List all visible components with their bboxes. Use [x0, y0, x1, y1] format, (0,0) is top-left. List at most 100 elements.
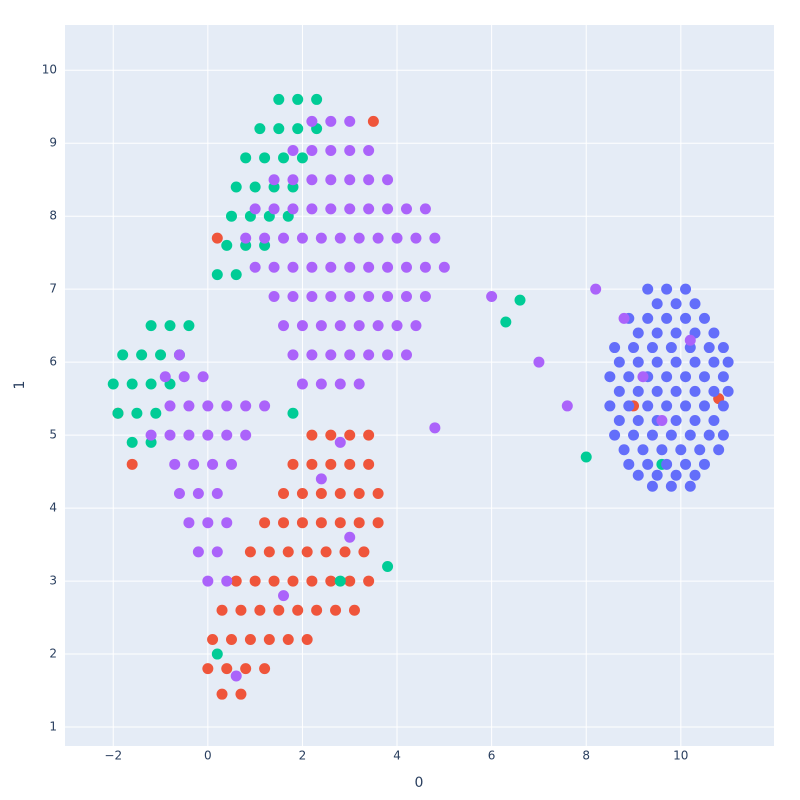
x-tick-label: 4	[393, 749, 401, 763]
point	[613, 356, 625, 368]
point	[670, 469, 682, 481]
point	[646, 429, 658, 441]
point	[391, 320, 403, 332]
point	[613, 415, 625, 427]
point	[292, 604, 304, 616]
point	[680, 458, 692, 470]
point	[126, 458, 138, 470]
point	[334, 488, 346, 500]
point	[632, 385, 644, 397]
point	[698, 400, 710, 412]
point	[249, 575, 261, 587]
point	[382, 174, 394, 186]
point	[689, 415, 701, 427]
point	[580, 451, 592, 463]
point	[363, 349, 375, 361]
point	[306, 575, 318, 587]
point	[292, 123, 304, 135]
point	[363, 458, 375, 470]
point	[698, 312, 710, 324]
point	[235, 604, 247, 616]
point	[292, 93, 304, 105]
point	[282, 546, 294, 558]
point	[670, 415, 682, 427]
point	[708, 356, 720, 368]
y-tick-label: 6	[49, 355, 57, 369]
point	[131, 407, 143, 419]
point	[651, 327, 663, 339]
point	[296, 232, 308, 244]
point	[400, 203, 412, 215]
point	[306, 203, 318, 215]
point	[353, 517, 365, 529]
point	[230, 181, 242, 193]
point	[661, 283, 673, 295]
x-tick-label: 6	[488, 749, 496, 763]
point	[330, 604, 342, 616]
point	[225, 458, 237, 470]
point	[211, 648, 223, 660]
point	[646, 342, 658, 354]
point	[632, 469, 644, 481]
point	[500, 316, 512, 328]
point	[259, 517, 271, 529]
point	[145, 429, 157, 441]
point	[334, 378, 346, 390]
point	[717, 400, 729, 412]
point	[296, 320, 308, 332]
point	[315, 473, 327, 485]
point	[400, 290, 412, 302]
point	[117, 349, 129, 361]
point	[230, 269, 242, 281]
point	[145, 378, 157, 390]
point	[197, 371, 209, 383]
point	[249, 181, 261, 193]
point	[334, 436, 346, 448]
point	[344, 575, 356, 587]
point	[410, 232, 422, 244]
point	[216, 688, 228, 700]
point	[391, 232, 403, 244]
point	[320, 546, 332, 558]
point	[202, 517, 214, 529]
point	[623, 371, 635, 383]
point	[306, 115, 318, 127]
point	[287, 174, 299, 186]
point	[382, 560, 394, 572]
point	[533, 356, 545, 368]
point	[353, 378, 365, 390]
point	[363, 429, 375, 441]
point	[675, 444, 687, 456]
point	[429, 232, 441, 244]
point	[311, 604, 323, 616]
x-axis-title: 0	[415, 775, 424, 791]
point	[632, 327, 644, 339]
point	[315, 320, 327, 332]
point	[244, 633, 256, 645]
point	[173, 488, 185, 500]
point	[717, 429, 729, 441]
point	[628, 342, 640, 354]
x-tick-label: 8	[582, 749, 590, 763]
point	[661, 312, 673, 324]
point	[325, 575, 337, 587]
grid	[65, 25, 774, 746]
point	[240, 152, 252, 164]
point	[249, 203, 261, 215]
point	[240, 400, 252, 412]
point	[240, 232, 252, 244]
point	[315, 232, 327, 244]
point	[363, 203, 375, 215]
point	[363, 145, 375, 157]
y-tick-label: 3	[49, 574, 57, 588]
x-tick-label: 2	[299, 749, 307, 763]
point	[306, 145, 318, 157]
point	[703, 429, 715, 441]
y-tick-label: 8	[49, 209, 57, 223]
point	[344, 203, 356, 215]
y-tick-label: 2	[49, 647, 57, 661]
point	[136, 349, 148, 361]
point	[339, 546, 351, 558]
point	[325, 145, 337, 157]
point	[344, 261, 356, 273]
